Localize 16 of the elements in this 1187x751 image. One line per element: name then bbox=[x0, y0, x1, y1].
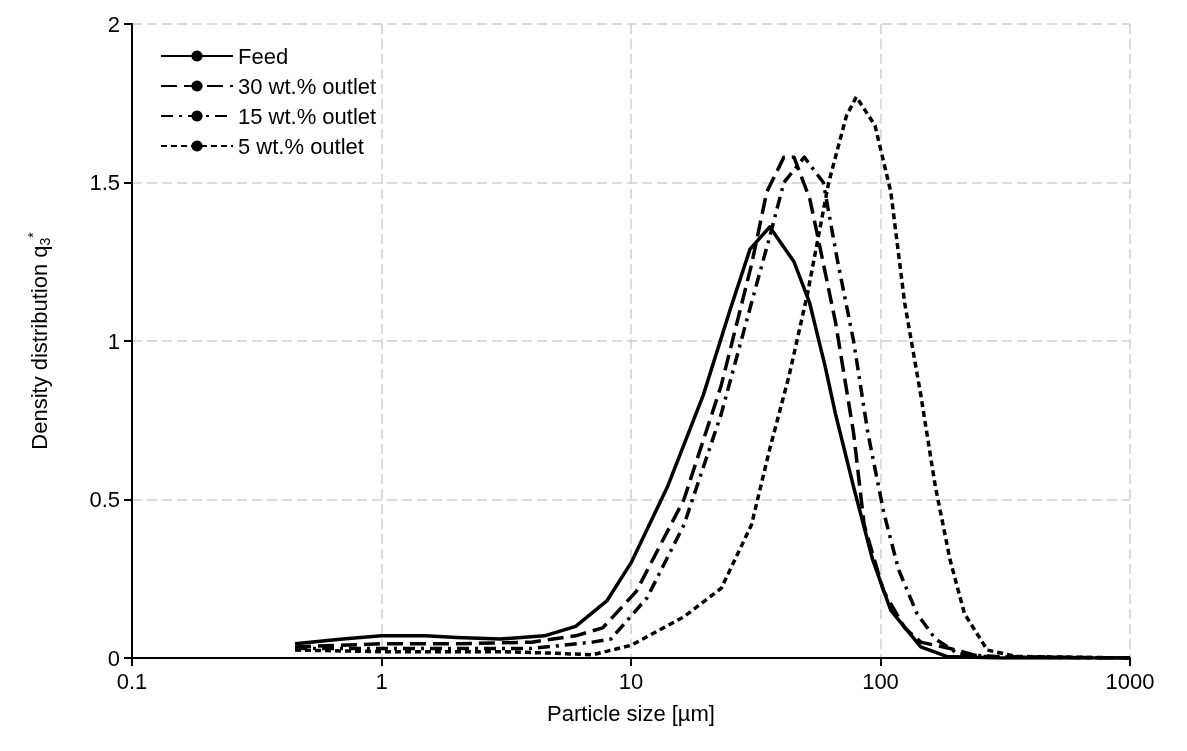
x-tick-label: 1 bbox=[375, 668, 388, 694]
y-tick-label: 0 bbox=[107, 645, 120, 671]
y-tick-label: 1.5 bbox=[89, 170, 120, 195]
legend-label: 15 wt.% outlet bbox=[238, 103, 377, 129]
y-tick-label: 0.5 bbox=[89, 487, 120, 512]
y-axis-title: Density distribution q3* bbox=[25, 231, 53, 450]
x-axis-title: Particle size [µm] bbox=[547, 700, 715, 726]
x-tick-label: 10 bbox=[618, 668, 644, 694]
y-tick-label: 1 bbox=[107, 328, 120, 354]
x-tick-label: 1000 bbox=[1105, 668, 1155, 694]
legend-label: 30 wt.% outlet bbox=[238, 73, 377, 99]
legend-label: 5 wt.% outlet bbox=[238, 133, 364, 159]
y-tick-label: 2 bbox=[107, 11, 120, 37]
x-tick-label: 0.1 bbox=[116, 668, 148, 694]
x-tick-label: 100 bbox=[862, 668, 899, 694]
legend-label: Feed bbox=[238, 43, 289, 69]
